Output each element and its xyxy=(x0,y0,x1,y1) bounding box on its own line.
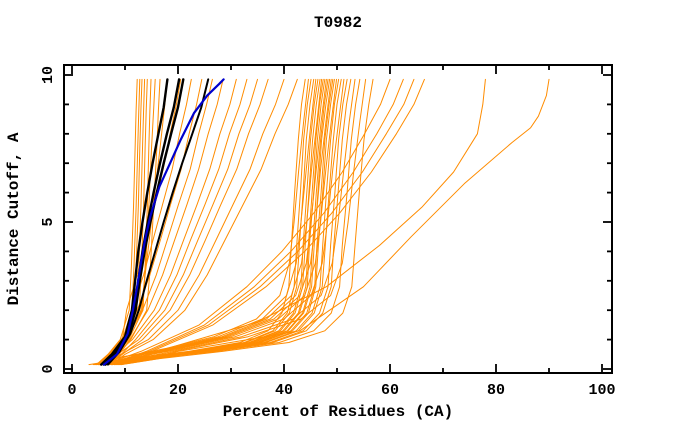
curve-black xyxy=(107,78,210,366)
curve-orange xyxy=(96,78,146,366)
curve-orange xyxy=(107,78,248,366)
x-axis-label: Percent of Residues (CA) xyxy=(223,403,453,421)
curve-orange xyxy=(102,78,352,366)
x-tick-label: 60 xyxy=(381,382,399,399)
curves-layer xyxy=(88,78,550,366)
curve-blue xyxy=(102,78,225,366)
curve-orange xyxy=(88,78,306,366)
curve-orange xyxy=(108,78,269,366)
curve-orange xyxy=(95,78,138,366)
curve-orange xyxy=(106,78,285,366)
curve-black xyxy=(99,78,169,366)
x-tick-labels: 0 20 40 60 80 100 xyxy=(67,382,615,399)
plot-frame xyxy=(63,64,613,374)
x-tick-label: 80 xyxy=(487,382,505,399)
curve-orange xyxy=(107,78,356,366)
curve-orange xyxy=(113,78,486,366)
chart-title: T0982 xyxy=(314,14,362,32)
curve-orange xyxy=(119,78,550,366)
axis-ticks xyxy=(64,65,612,373)
x-tick-label: 0 xyxy=(67,382,76,399)
y-tick-label: 0 xyxy=(40,364,57,373)
y-tick-label: 5 xyxy=(40,217,57,226)
curve-orange xyxy=(108,78,404,366)
y-axis-label: Distance Cutoff, A xyxy=(5,132,23,305)
curve-orange xyxy=(101,78,237,366)
curve-orange xyxy=(111,78,361,366)
curve-orange xyxy=(111,78,337,366)
y-tick-labels: 0 5 10 xyxy=(40,66,57,374)
curve-orange xyxy=(111,78,425,366)
curve-orange xyxy=(110,78,298,366)
curve-orange xyxy=(103,78,258,366)
y-tick-label: 10 xyxy=(40,66,57,84)
curve-orange xyxy=(116,78,367,366)
curve-orange xyxy=(103,78,391,366)
curve-orange xyxy=(92,78,327,366)
x-tick-label: 100 xyxy=(588,382,615,399)
x-tick-label: 40 xyxy=(275,382,293,399)
x-tick-label: 20 xyxy=(169,382,187,399)
curve-orange xyxy=(106,78,415,366)
curve-orange xyxy=(93,78,345,366)
